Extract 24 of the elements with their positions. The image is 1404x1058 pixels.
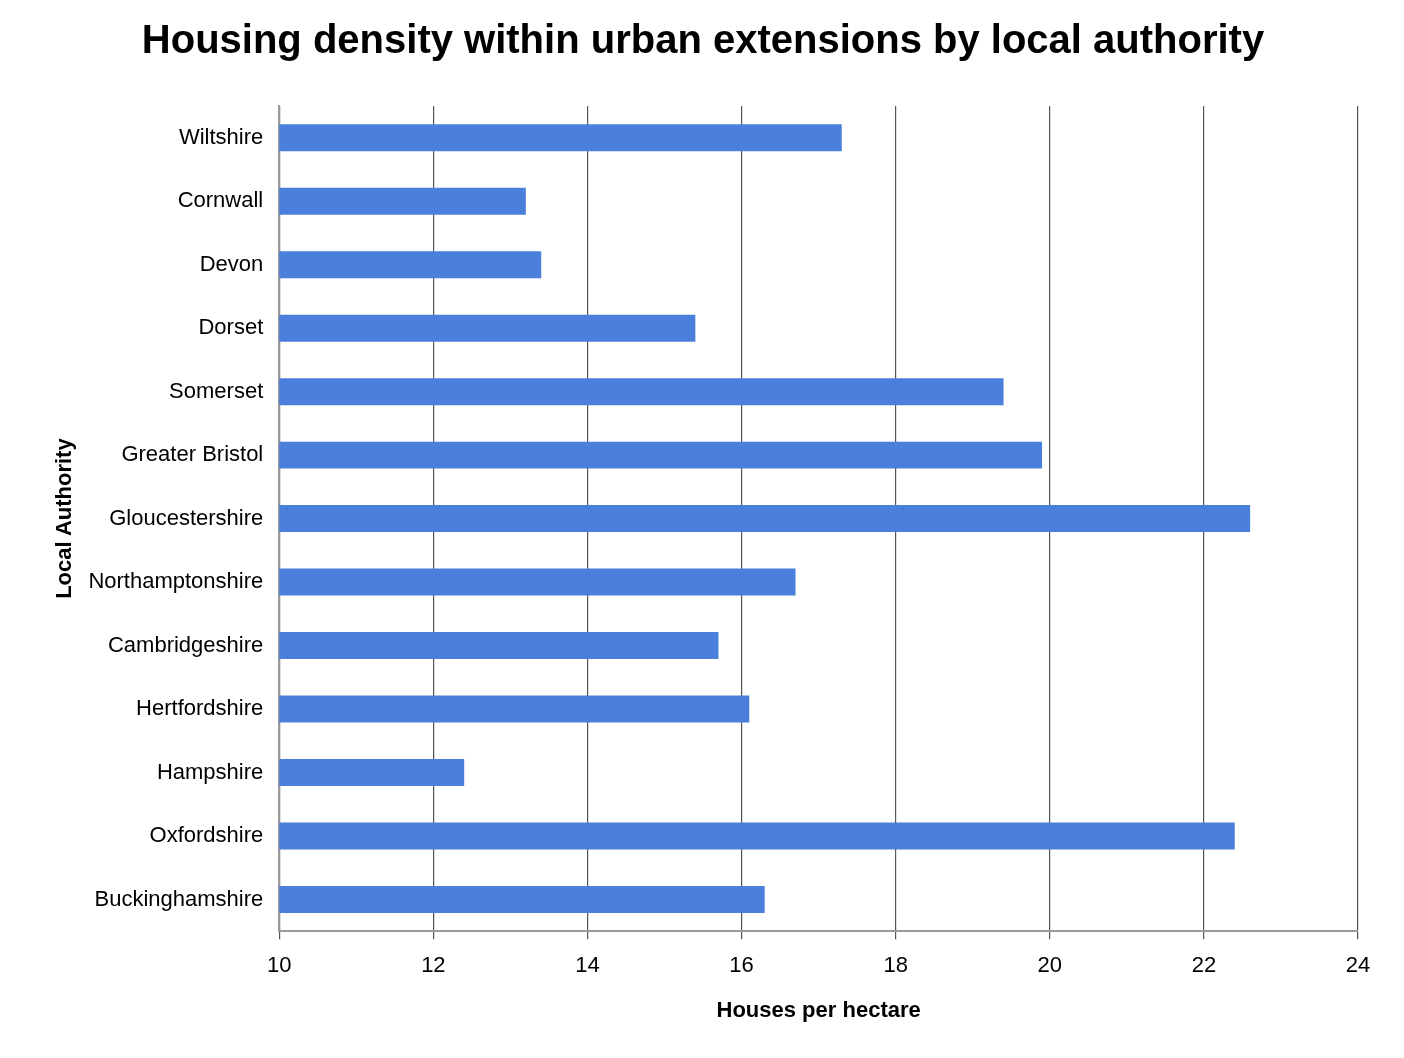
y-tick-label: Northamptonshire bbox=[88, 568, 264, 594]
y-tick-label: Hampshire bbox=[156, 758, 264, 784]
y-tick-label: Hertfordshire bbox=[136, 695, 264, 721]
y-tick-label: Oxfordshire bbox=[149, 822, 264, 848]
x-axis-title: Houses per hectare bbox=[716, 996, 921, 1022]
x-tick-label: 12 bbox=[421, 952, 446, 978]
y-tick-label: Devon bbox=[199, 250, 264, 276]
y-tick-label: Cambridgeshire bbox=[107, 631, 264, 657]
y-tick-label: Somerset bbox=[169, 377, 264, 403]
y-axis-title: Local Authority bbox=[51, 437, 77, 599]
x-tick-label: 22 bbox=[1191, 952, 1217, 978]
x-tick-label: 10 bbox=[267, 952, 292, 978]
y-tick-label: Gloucestershire bbox=[109, 504, 264, 530]
y-tick-label: Dorset bbox=[198, 314, 264, 340]
y-tick-label: Wiltshire bbox=[178, 123, 264, 149]
chart-title: Housing density within urban extensions by local authority bbox=[141, 17, 1265, 62]
y-tick-label: Buckinghamshire bbox=[94, 885, 264, 911]
x-tick-label: 24 bbox=[1345, 952, 1371, 978]
x-tick-label: 20 bbox=[1037, 952, 1063, 978]
y-tick-label: Cornwall bbox=[177, 187, 264, 213]
x-tick-label: 14 bbox=[575, 952, 600, 978]
x-tick-label: 18 bbox=[883, 952, 908, 978]
y-tick-label: Greater Bristol bbox=[121, 441, 264, 467]
x-tick-label: 16 bbox=[729, 952, 754, 978]
